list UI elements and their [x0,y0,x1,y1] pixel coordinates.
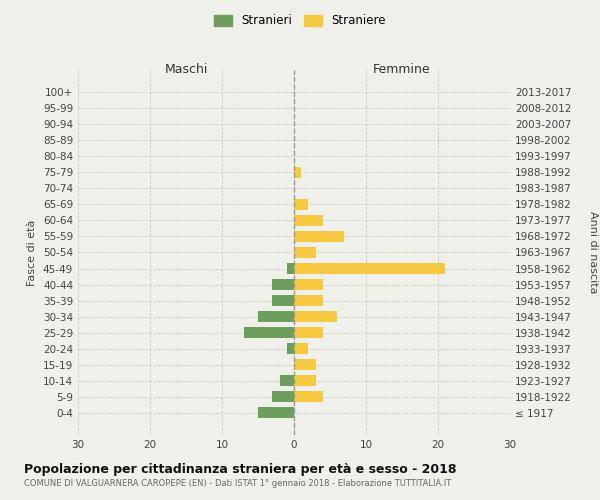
Bar [272,391,294,402]
Bar [258,407,294,418]
Bar [294,198,308,210]
Bar [294,279,323,290]
Bar [294,391,323,402]
Bar [294,359,316,370]
Text: Maschi: Maschi [164,64,208,76]
Bar [287,262,294,274]
Bar [244,327,294,338]
Bar [294,230,344,242]
Text: COMUNE DI VALGUARNERA CAROPEPE (EN) - Dati ISTAT 1° gennaio 2018 - Elaborazione : COMUNE DI VALGUARNERA CAROPEPE (EN) - Da… [24,479,451,488]
Legend: Stranieri, Straniere: Stranieri, Straniere [211,11,389,31]
Bar [287,343,294,354]
Bar [294,311,337,322]
Bar [294,166,301,178]
Bar [258,311,294,322]
Bar [294,295,323,306]
Bar [272,295,294,306]
Bar [272,279,294,290]
Bar [294,262,445,274]
Bar [294,327,323,338]
Text: Popolazione per cittadinanza straniera per età e sesso - 2018: Popolazione per cittadinanza straniera p… [24,462,457,475]
Text: Femmine: Femmine [373,64,431,76]
Bar [294,375,316,386]
Y-axis label: Fasce di età: Fasce di età [28,220,37,286]
Bar [294,246,316,258]
Bar [280,375,294,386]
Y-axis label: Anni di nascita: Anni di nascita [588,211,598,294]
Bar [294,343,308,354]
Bar [294,214,323,226]
